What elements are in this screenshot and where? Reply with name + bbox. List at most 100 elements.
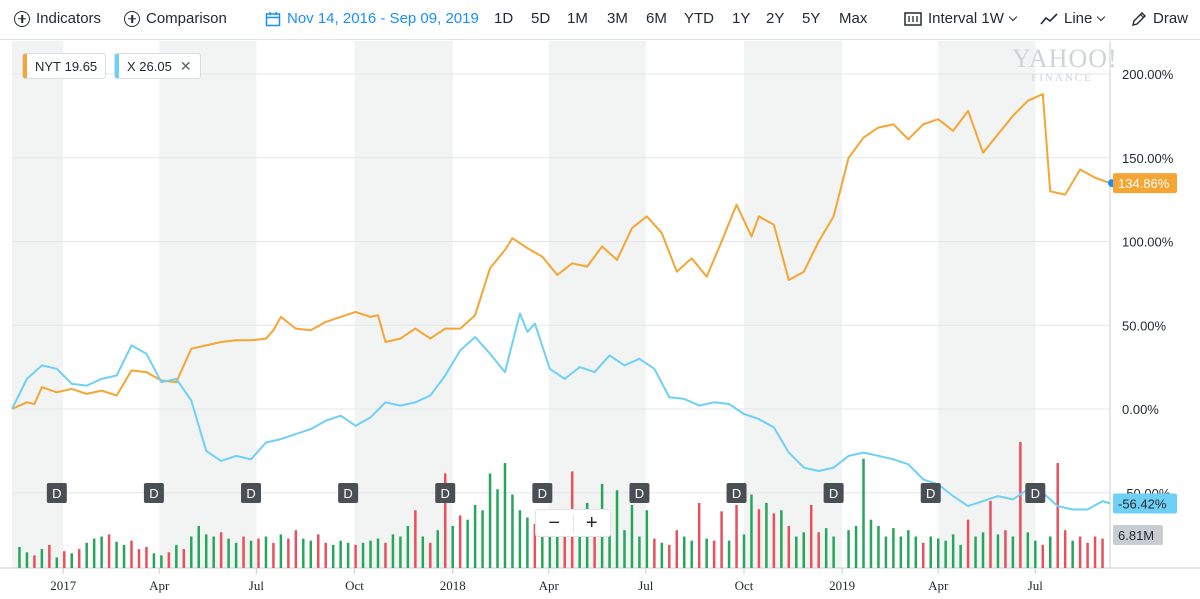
volume-bar	[48, 544, 51, 568]
last-value-box	[1113, 493, 1177, 514]
plus-circle-icon	[14, 10, 30, 27]
volume-bar	[331, 544, 335, 568]
volume-bar	[765, 502, 768, 568]
indicators-button[interactable]: Indicators	[14, 10, 101, 27]
volume-bar	[735, 505, 738, 568]
ticker-symbol: X	[127, 58, 136, 74]
draw-button[interactable]: Draw	[1131, 10, 1188, 27]
quarter-band	[548, 41, 646, 568]
zoom-in-button[interactable]: +	[585, 511, 598, 534]
volume-bar	[638, 536, 641, 568]
x-tick-label: Oct	[735, 578, 754, 593]
ticker-chip-nyt[interactable]: NYT 19.65	[22, 53, 107, 79]
volume-bar	[346, 542, 350, 568]
range-2y[interactable]: 2Y	[766, 10, 785, 27]
volume-bar	[668, 544, 671, 568]
comparison-button[interactable]: Comparison	[124, 10, 227, 27]
volume-bar	[122, 544, 126, 568]
dividend-marker-label: D	[246, 486, 255, 501]
dividend-marker	[726, 483, 747, 503]
dividend-marker	[823, 483, 844, 503]
x-tick-label: 2019	[829, 578, 855, 593]
range-6m[interactable]: 6M	[646, 10, 667, 27]
chart-type-dropdown[interactable]: Line	[1040, 10, 1106, 27]
volume-bar	[152, 553, 156, 568]
volume-bar	[212, 536, 215, 568]
volume-bar	[175, 544, 178, 568]
x-tick-label: Jul	[638, 578, 654, 593]
dividend-marker-label: D	[732, 486, 741, 501]
indicators-label: Indicators	[36, 10, 102, 27]
volume-bar	[757, 509, 761, 568]
chart-toolbar: Indicators Comparison Nov 14, 2016 - Sep…	[0, 0, 1200, 40]
calendar-icon	[265, 11, 281, 26]
chart-type-label: Line	[1064, 10, 1093, 27]
volume-bar	[25, 552, 29, 568]
dividend-marker-label: D	[926, 486, 935, 501]
volume-bar	[197, 526, 200, 568]
range-1m[interactable]: 1M	[567, 10, 588, 27]
series-swatch	[115, 54, 119, 78]
volume-bar	[1019, 442, 1022, 568]
range-5d[interactable]: 5D	[531, 10, 551, 27]
quarter-band	[354, 41, 453, 568]
y-tick-label: 0.00%	[1122, 402, 1159, 417]
dividend-marker	[143, 483, 164, 503]
volume-bar	[361, 542, 365, 568]
volume-bar	[526, 517, 529, 568]
volume-bar	[630, 505, 634, 568]
volume-bar	[936, 538, 940, 568]
volume-bar	[145, 547, 148, 568]
date-range-label: Nov 14, 2016 - Sep 09, 2019	[287, 10, 479, 27]
dividend-marker	[241, 483, 262, 503]
dividend-marker-label: D	[52, 486, 61, 501]
dividend-marker	[920, 483, 941, 503]
quarter-band	[744, 41, 843, 568]
y-tick-label: 150.00%	[1122, 151, 1174, 166]
zoom-out-button[interactable]: −	[548, 511, 561, 534]
volume-bar	[249, 540, 253, 568]
range-1d[interactable]: 1D	[494, 10, 514, 27]
x-tick-label: Jul	[249, 578, 265, 593]
volume-bar	[421, 536, 425, 568]
volume-bar	[959, 544, 962, 568]
date-range-button[interactable]: Nov 14, 2016 - Sep 09, 2019	[265, 10, 479, 27]
x-tick-label: Apr	[539, 578, 560, 593]
close-icon[interactable]: ✕	[179, 57, 192, 74]
range-max[interactable]: Max	[839, 10, 868, 27]
volume-bar	[929, 536, 932, 568]
ticker-chip-x[interactable]: X 26.05 ✕	[114, 53, 201, 79]
range-1y[interactable]: 1Y	[732, 10, 751, 27]
volume-bar	[1048, 536, 1052, 568]
volume-bar	[981, 532, 985, 568]
dividend-marker	[46, 483, 67, 503]
price-chart[interactable]: 200.00%150.00%100.00%50.00%0.00%-50.00%1…	[0, 41, 1200, 599]
interval-label: Interval	[928, 10, 978, 27]
volume-bar	[302, 538, 305, 568]
series-swatch	[23, 54, 27, 78]
ticker-price: 19.65	[64, 58, 98, 74]
volume-bar	[1078, 536, 1082, 568]
volume-bar	[481, 510, 484, 568]
range-ytd[interactable]: YTD	[684, 10, 714, 27]
interval-dropdown[interactable]: Interval 1W	[904, 10, 1018, 27]
volume-bar	[1093, 536, 1097, 568]
volume-bar	[242, 536, 245, 568]
volume-bar	[951, 534, 955, 568]
volume-bar	[324, 542, 327, 568]
draw-label: Draw	[1153, 10, 1189, 27]
volume-bar	[1026, 532, 1030, 568]
dividend-marker-label: D	[343, 486, 352, 501]
dividend-marker	[338, 483, 359, 503]
volume-bar	[847, 530, 850, 568]
volume-bar	[264, 536, 268, 568]
range-3m[interactable]: 3M	[607, 10, 628, 27]
volume-bar	[996, 534, 1000, 568]
volume-bar	[653, 538, 656, 568]
volume-bar	[966, 519, 970, 568]
dividend-marker-label: D	[149, 486, 158, 501]
dividend-marker	[435, 483, 456, 503]
range-5y[interactable]: 5Y	[802, 10, 821, 27]
volume-bar	[817, 532, 820, 568]
volume-bar	[772, 513, 776, 568]
